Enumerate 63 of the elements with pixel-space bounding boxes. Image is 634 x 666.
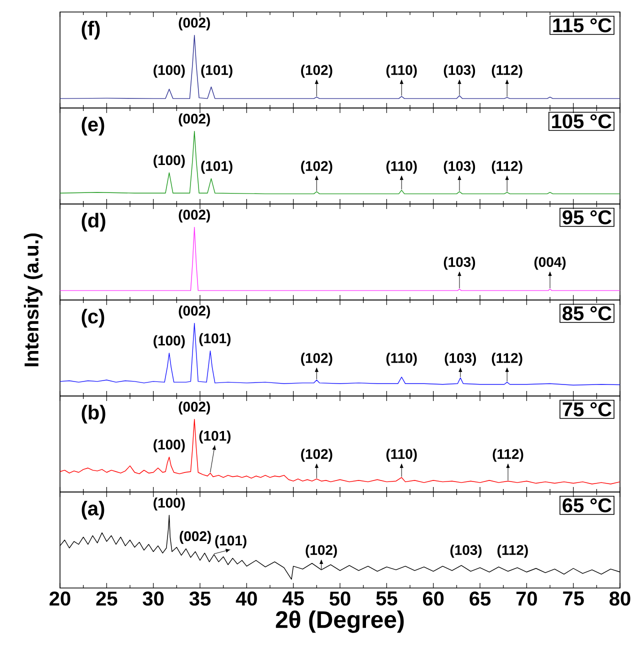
y-axis-title: Intensity (a.u.) [24,233,42,366]
annotation: (102) [306,544,337,558]
annotation: (112) [492,64,522,78]
annotation: (002) [178,113,210,126]
annotation: (112) [492,352,522,366]
x-tick-label: 50 [330,592,350,606]
x-tick-label: 40 [236,592,257,606]
annotation: (112) [492,448,524,462]
annotation: (103) [450,544,482,558]
x-tick-label: 65 [470,592,491,606]
annotation: (101) [199,333,231,346]
annotation: (102) [301,64,332,78]
annotation: (110) [386,160,417,174]
annotation: (002) [178,305,210,318]
annotation: (103) [444,352,476,366]
annotation: (a) [82,500,104,520]
text: 95 °C [562,210,612,224]
annotation: (e) [82,116,104,136]
annotation: (002) [178,209,210,222]
annotation: (100) [154,497,185,510]
text: 65 °C [562,498,612,512]
annotation: (c) [82,308,104,328]
annotation: (110) [386,448,417,462]
annotation: (100) [154,335,185,348]
annotation: (102) [301,160,332,174]
annotation: (002) [178,17,210,30]
annotation: (112) [497,544,528,558]
x-tick-label: 20 [50,592,70,606]
x-tick-label: 55 [376,592,398,606]
annotation: (f) [82,20,100,40]
x-axis-title: 2θ (Degree) [276,610,404,633]
x-tick-label: 75 [563,592,584,606]
annotation: (100) [154,439,185,452]
annotation: (101) [201,64,232,78]
x-tick-label: 30 [142,592,164,606]
x-tick-label: 45 [282,592,304,606]
annotation: (101) [215,535,246,548]
annotation: (101) [201,160,232,174]
annotation: (002) [180,530,211,544]
text: 85 °C [562,306,612,320]
annotation: (100) [154,64,185,78]
annotation: (110) [386,352,417,366]
annotation: (101) [199,430,231,444]
annotation: (100) [154,154,185,168]
x-tick-label: 35 [189,592,211,606]
x-tick-label: 70 [516,592,537,606]
annotation: (103) [444,160,476,174]
annotation: (002) [178,401,210,414]
text: 75 °C [562,402,612,416]
annotation: (103) [444,64,476,78]
annotation: (103) [444,256,476,270]
x-tick-label: 80 [610,592,630,606]
annotation: (112) [492,160,522,174]
x-tick-label: 60 [422,592,444,606]
text: 115 °C [553,18,612,32]
annotation: (004) [534,256,566,270]
annotation: (102) [301,352,332,366]
annotation: (b) [82,404,106,424]
annotation: (110) [386,64,417,78]
annotation: (d) [82,212,106,232]
x-tick-label: 25 [96,592,118,606]
text: 105 °C [552,114,612,128]
annotation: (102) [301,448,332,462]
